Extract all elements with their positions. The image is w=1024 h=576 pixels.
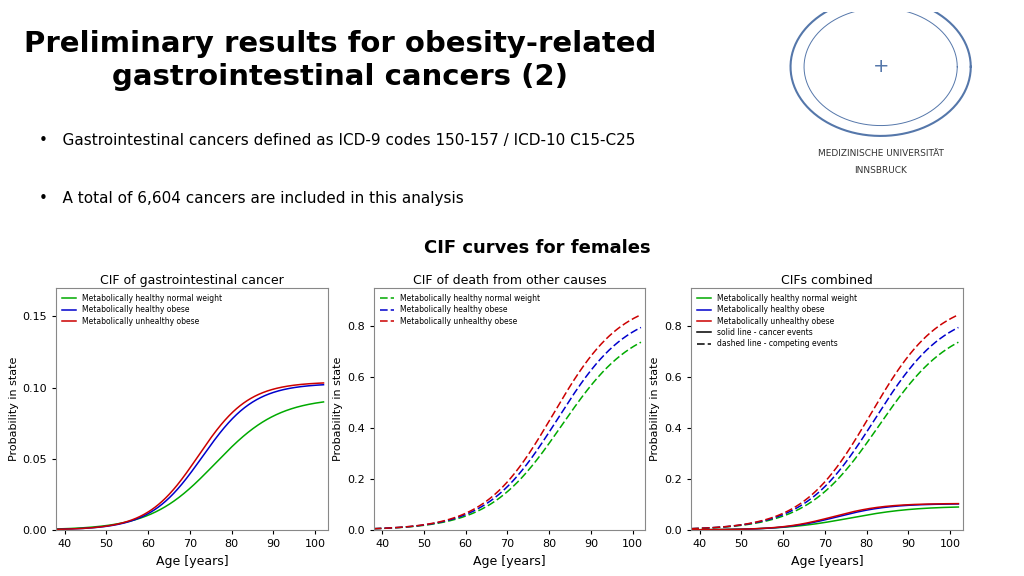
Title: CIFs combined: CIFs combined — [781, 274, 872, 287]
Y-axis label: Probability in state: Probability in state — [650, 357, 660, 461]
Y-axis label: Probability in state: Probability in state — [333, 357, 343, 461]
X-axis label: Age [years]: Age [years] — [156, 555, 228, 567]
Text: INNSBRUCK: INNSBRUCK — [854, 166, 907, 175]
Text: MEDIZINISCHE UNIVERSITÄT: MEDIZINISCHE UNIVERSITÄT — [818, 149, 943, 158]
Text: +: + — [872, 58, 889, 76]
Y-axis label: Probability in state: Probability in state — [8, 357, 18, 461]
Legend: Metabolically healthy normal weight, Metabolically healthy obese, Metabolically : Metabolically healthy normal weight, Met… — [695, 292, 859, 351]
Text: •   Gastrointestinal cancers defined as ICD-9 codes 150-157 / ICD-10 C15-C25: • Gastrointestinal cancers defined as IC… — [39, 133, 636, 148]
Text: CIF curves for females: CIF curves for females — [424, 238, 651, 257]
Title: CIF of gastrointestinal cancer: CIF of gastrointestinal cancer — [100, 274, 284, 287]
Text: •   A total of 6,604 cancers are included in this analysis: • A total of 6,604 cancers are included … — [39, 191, 464, 206]
Legend: Metabolically healthy normal weight, Metabolically healthy obese, Metabolically : Metabolically healthy normal weight, Met… — [378, 292, 542, 328]
Text: Preliminary results for obesity-related
gastrointestinal cancers (2): Preliminary results for obesity-related … — [24, 31, 656, 90]
X-axis label: Age [years]: Age [years] — [473, 555, 546, 567]
Title: CIF of death from other causes: CIF of death from other causes — [413, 274, 606, 287]
Legend: Metabolically healthy normal weight, Metabolically healthy obese, Metabolically : Metabolically healthy normal weight, Met… — [60, 292, 224, 328]
X-axis label: Age [years]: Age [years] — [791, 555, 863, 567]
